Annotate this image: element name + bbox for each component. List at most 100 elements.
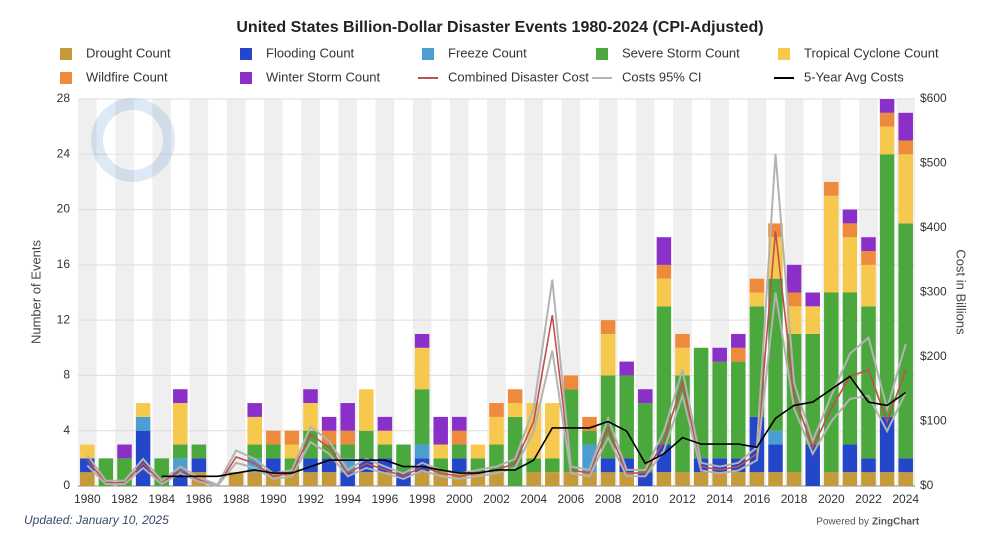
bar-segment: [117, 444, 132, 459]
credit-brand: ZingChart: [872, 517, 920, 528]
bar-segment: [377, 444, 393, 459]
x-tick-label: 2006: [558, 492, 585, 506]
bar-segment: [452, 458, 467, 473]
y-tick-label: 20: [57, 202, 71, 216]
bar-segment: [247, 416, 262, 445]
bar-segment: [266, 458, 281, 473]
y2-tick-label: $200: [920, 349, 947, 363]
bar-segment: [656, 472, 672, 486]
bar-segment: [768, 444, 783, 473]
bar-segment: [433, 444, 448, 459]
band-stripe: [189, 99, 209, 486]
bar-segment: [135, 403, 151, 417]
bar-segment: [693, 347, 709, 459]
bar-segment: [266, 444, 281, 459]
bar-segment: [768, 223, 783, 238]
bar-segment: [340, 444, 355, 459]
band-stripe: [78, 99, 97, 486]
bar-segment: [191, 458, 207, 473]
bar-segment: [247, 444, 262, 459]
bar-segment: [359, 472, 374, 486]
bar-segment: [303, 458, 318, 473]
bar-segment: [879, 126, 895, 155]
bar-segment: [489, 403, 504, 417]
bar-segment: [600, 320, 616, 334]
x-tick-label: 1984: [148, 492, 175, 506]
bar-segment: [414, 472, 430, 486]
band-stripe: [524, 99, 543, 486]
bar-segment: [321, 472, 337, 486]
bar-segment: [433, 416, 448, 445]
bar-segment: [898, 472, 913, 486]
bar-segment: [861, 472, 876, 486]
band-stripe: [338, 99, 357, 486]
bar-segment: [266, 430, 281, 445]
bar-segment: [861, 237, 876, 252]
bar-segment: [656, 278, 672, 307]
bar-segment: [600, 333, 616, 376]
bar-segment: [712, 472, 727, 486]
bar-segment: [879, 472, 895, 486]
bar-segment: [786, 292, 802, 307]
band-stripe: [115, 99, 134, 486]
bar-segment: [359, 389, 374, 431]
bar-segment: [619, 361, 634, 376]
x-tick-label: 1980: [74, 492, 101, 506]
bar-segment: [173, 444, 188, 459]
x-tick-label: 1994: [334, 492, 361, 506]
bar-segment: [414, 444, 430, 459]
bar-segment: [693, 472, 709, 486]
bar-segment: [135, 416, 151, 431]
bar-segment: [414, 347, 430, 390]
legend-label: Costs 95% CI: [622, 69, 701, 84]
bar-segment: [340, 430, 355, 445]
bar-segment: [712, 347, 727, 362]
x-tick-label: 2022: [855, 492, 882, 506]
bar-segment: [842, 223, 858, 238]
bar-segment: [545, 458, 560, 473]
bar-segment: [842, 237, 858, 293]
bar-segment: [321, 416, 337, 431]
bar-segment: [731, 347, 746, 362]
bar-segment: [768, 472, 783, 486]
x-tick-label: 1988: [223, 492, 250, 506]
legend-item: Costs 95% CI: [592, 69, 701, 84]
band-stripe: [152, 99, 171, 486]
y2-tick-label: $400: [920, 220, 947, 234]
logo-circle: [91, 98, 175, 182]
x-tick-label: 2004: [520, 492, 547, 506]
legend-swatch: [596, 48, 608, 60]
bar-segment: [842, 292, 858, 445]
x-tick-label: 1998: [409, 492, 436, 506]
y-tick-label: 24: [57, 146, 71, 160]
bar-segment: [824, 195, 839, 293]
bar-segment: [824, 472, 839, 486]
legend-item: Drought Count: [60, 45, 171, 60]
bar-segment: [879, 99, 895, 113]
bar-segment: [731, 361, 746, 459]
bar-segment: [898, 154, 913, 224]
band-stripe: [450, 99, 469, 486]
x-tick-label: 2010: [632, 492, 659, 506]
noaa-logo: [91, 98, 175, 182]
legend-label: Drought Count: [86, 45, 171, 60]
bar-segment: [321, 430, 337, 445]
bar-segment: [675, 333, 690, 348]
legend-item: Tropical Cyclone Count: [778, 45, 939, 60]
legend-item: Winter Storm Count: [240, 69, 381, 84]
bar-segment: [675, 347, 690, 376]
bar-segment: [879, 154, 895, 417]
chart-title: United States Billion-Dollar Disaster Ev…: [236, 19, 763, 36]
x-tick-label: 2012: [669, 492, 696, 506]
band-stripe: [226, 99, 246, 486]
bar-segment: [582, 430, 597, 445]
bar-segment: [80, 444, 95, 459]
legend-label: Severe Storm Count: [622, 45, 740, 60]
bar-segment: [731, 333, 746, 348]
bar-segment: [507, 389, 523, 404]
bar-segment: [675, 472, 690, 486]
legend-item: Wildfire Count: [60, 69, 168, 84]
x-tick-label: 1996: [372, 492, 399, 506]
bar-segment: [731, 472, 746, 486]
bar-segment: [228, 472, 244, 486]
